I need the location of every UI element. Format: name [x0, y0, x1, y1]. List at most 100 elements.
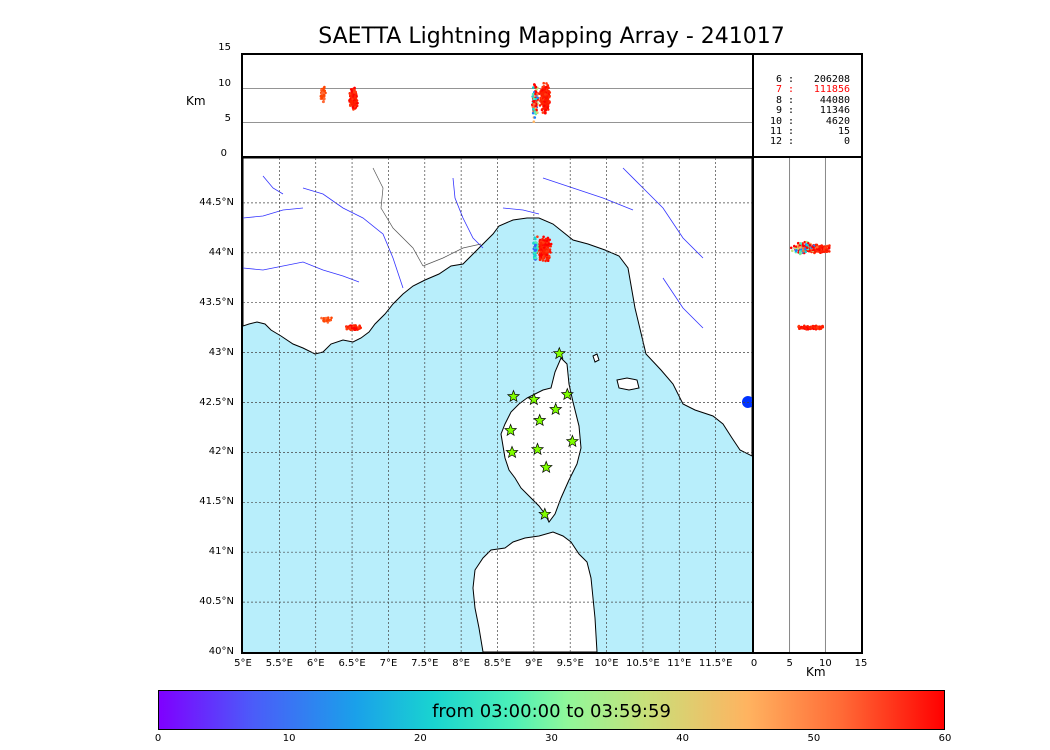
side-lightning-source [819, 250, 823, 253]
top-lightning-source [533, 92, 537, 96]
top-ytick: 0 [220, 148, 227, 159]
lightning-source [542, 241, 545, 244]
latitude-tick: 41.5°N [199, 496, 234, 508]
station-count-row: 7: 111856 [760, 84, 850, 96]
top-panel-ylabel: Km [186, 94, 206, 108]
longitude-tick: 8.5°E [483, 658, 512, 669]
lightning-source [545, 239, 549, 243]
lightning-source [541, 237, 544, 241]
top-lightning-source [545, 82, 548, 85]
top-lightning-source [533, 116, 537, 119]
latitude-tick: 44.5°N [199, 196, 234, 208]
top-lightning-source [532, 107, 535, 111]
longitude-tick: 11°E [667, 658, 692, 669]
station-count-value: 11346 [819, 105, 850, 117]
station-star-icon [549, 402, 563, 416]
side-lightning-source [806, 246, 809, 249]
top-lightning-source [353, 100, 357, 104]
top-ytick: 10 [218, 78, 231, 89]
lightning-source [543, 252, 546, 255]
top-lightning-source [544, 111, 547, 115]
side-lightning-source [798, 250, 802, 253]
side-lightning-source [793, 244, 796, 248]
station-count-value: 111856 [813, 84, 850, 96]
colorbar-tick: 60 [938, 733, 952, 744]
lightning-source [539, 241, 543, 245]
top-lightning-source [321, 91, 324, 94]
capraia [592, 353, 600, 363]
lightning-source [547, 254, 551, 258]
lightning-source [541, 258, 544, 261]
lightning-source [534, 246, 537, 250]
lightning-source [357, 326, 360, 329]
altitude-longitude-panel [241, 53, 754, 158]
side-lightning-source [813, 250, 817, 254]
side-xtick: 10 [818, 658, 832, 669]
side-lightning-source [802, 246, 805, 249]
longitude-tick: 10.5°E [626, 658, 660, 669]
side-xtick: 0 [750, 658, 758, 669]
lightning-source [546, 236, 550, 240]
side-lightning-source [802, 249, 805, 253]
top-lightning-source [533, 110, 536, 113]
altitude-latitude-plot [789, 158, 831, 652]
top-lightning-source [535, 108, 538, 112]
lma-stations [504, 346, 580, 520]
chart-title: SAETTA Lightning Mapping Array - 241017 [318, 24, 785, 49]
side-lightning-source [816, 326, 819, 329]
station-star-icon [539, 460, 553, 473]
side-lightning-source [825, 244, 829, 248]
mainland [243, 158, 752, 457]
latitude-tick: 43°N [208, 346, 234, 358]
latitude-tick: 41°N [208, 546, 234, 558]
side-lightning-source [811, 324, 815, 328]
lightning-source [324, 317, 328, 320]
station-star-icon [506, 389, 521, 403]
top-lightning-source [531, 92, 535, 96]
top-lightning-source [353, 97, 356, 100]
side-lightning-source [798, 246, 802, 249]
top-lightning-source [544, 98, 547, 102]
top-lightning-source [543, 104, 546, 108]
top-lightning-source [542, 87, 546, 90]
latitude-tick: 40°N [208, 646, 234, 657]
lightning-source [542, 235, 545, 239]
side-lightning-source [799, 242, 803, 245]
station-count-row: 10: 4620 [760, 115, 850, 127]
colorbar-tick: 20 [413, 733, 427, 744]
longitude-tick: 5°E [234, 658, 252, 669]
station-count-sep: : [787, 94, 795, 106]
station-count-value: 4620 [825, 115, 850, 127]
top-lightning-source [544, 108, 548, 112]
lightning-source [534, 241, 537, 244]
lightning-sources [320, 235, 553, 332]
top-lightning-source [532, 120, 536, 123]
side-lightning-source [804, 247, 807, 251]
colorbar-tick: 50 [807, 733, 821, 744]
top-lightning-source [542, 81, 545, 85]
top-lightning-source [540, 100, 543, 103]
station-count-station: 7 [775, 84, 782, 96]
top-lightning-source [532, 105, 535, 109]
top-lightning-source [349, 94, 353, 98]
lightning-source [354, 327, 358, 330]
lightning-source [546, 243, 550, 247]
lightning-source [320, 316, 323, 320]
side-lightning-source [825, 250, 829, 253]
station-count-value: 206208 [813, 74, 850, 85]
lightning-source [533, 253, 537, 257]
colorbar-tick: 0 [154, 733, 162, 744]
longitude-tick: 6°E [306, 658, 325, 669]
corsica [500, 357, 582, 523]
lightning-source [532, 241, 535, 245]
top-lightning-source [547, 89, 550, 93]
top-lightning-source [534, 90, 538, 93]
lightning-source [330, 316, 333, 320]
station-count-sep: : [787, 115, 795, 127]
station-counts-list: 6:206208 7:111856 8:44080 9:11346 10:4620 11:… [760, 74, 850, 148]
top-lightning-source [351, 106, 355, 109]
station-count-station: 11 [769, 126, 782, 138]
lightning-source [533, 249, 537, 252]
top-lightning-source [349, 88, 353, 91]
station-count-sep: : [787, 84, 795, 96]
